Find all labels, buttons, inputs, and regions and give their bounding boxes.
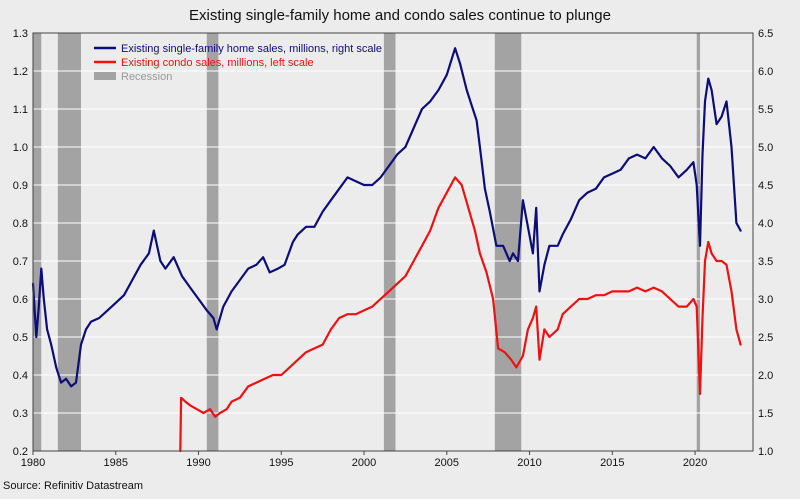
y-left-tick-label: 1.3 (13, 28, 28, 40)
chart-title: Existing single-family home and condo sa… (189, 7, 611, 24)
y-left-tick-label: 0.5 (13, 332, 28, 344)
x-tick-label: 2020 (683, 457, 707, 469)
y-left-tick-label: 0.3 (13, 408, 28, 420)
y-right-tick-label: 2.5 (758, 332, 773, 344)
y-left-tick-label: 0.7 (13, 256, 28, 268)
plot-border (32, 32, 754, 452)
legend: Existing single-family home sales, milli… (94, 43, 382, 83)
recession-band-5 (696, 33, 701, 451)
y-right-tick-label: 1.0 (758, 446, 773, 458)
legend-label-1: Existing condo sales, millions, left sca… (121, 57, 314, 69)
y-right-tick-label: 6.0 (758, 66, 773, 78)
recession-bands (33, 33, 701, 451)
y-right-tick-label: 4.5 (758, 180, 773, 192)
x-tick-label: 2005 (435, 457, 459, 469)
axes: 0.2 0.3 0.4 0.5 0.6 0.7 0.8 0.9 1.0 1.1 1.2 1.3 1.0 1… (13, 28, 774, 469)
y-right-tick-label: 1.5 (758, 408, 773, 420)
series-lines (31, 47, 742, 453)
x-tick-label: 1985 (104, 457, 128, 469)
source-note: Source: Refinitiv Datastream (3, 480, 143, 492)
y-right-tick-label: 5.0 (758, 142, 773, 154)
y-right-tick-label: 3.5 (758, 256, 773, 268)
x-tick-label: 2010 (517, 457, 541, 469)
recession-band-2 (206, 33, 219, 451)
x-tick-label: 2015 (600, 457, 624, 469)
x-tick-label: 1995 (269, 457, 293, 469)
y-right-tick-label: 3.0 (758, 294, 773, 306)
x-tick-label: 1980 (21, 457, 45, 469)
x-tick-label: 2000 (352, 457, 376, 469)
y-left-tick-label: 0.9 (13, 180, 28, 192)
recession-band-3 (383, 33, 396, 451)
y-left-tick-label: 1.0 (13, 142, 28, 154)
y-right-tick-label: 2.0 (758, 370, 773, 382)
y-left-tick-label: 0.2 (13, 446, 28, 458)
y-left-tick-label: 1.2 (13, 66, 28, 78)
gridlines (33, 70, 753, 414)
y-right-tick-label: 5.5 (758, 104, 773, 116)
condo-sales-line (179, 176, 742, 453)
recession-band-1 (57, 33, 81, 451)
y-left-tick-label: 0.6 (13, 294, 28, 306)
recession-band-0 (33, 33, 42, 451)
legend-label-2: Recession (121, 71, 172, 83)
legend-swatch-recession (94, 72, 116, 80)
legend-label-0: Existing single-family home sales, milli… (121, 43, 382, 55)
x-tick-label: 1990 (186, 457, 210, 469)
y-right-tick-label: 4.0 (758, 218, 773, 230)
y-left-tick-label: 1.1 (13, 104, 28, 116)
y-left-tick-label: 0.8 (13, 218, 28, 230)
recession-band-4 (494, 33, 522, 451)
y-right-tick-label: 6.5 (758, 28, 773, 40)
y-left-tick-label: 0.4 (13, 370, 28, 382)
single-family-sales-line (31, 47, 742, 388)
